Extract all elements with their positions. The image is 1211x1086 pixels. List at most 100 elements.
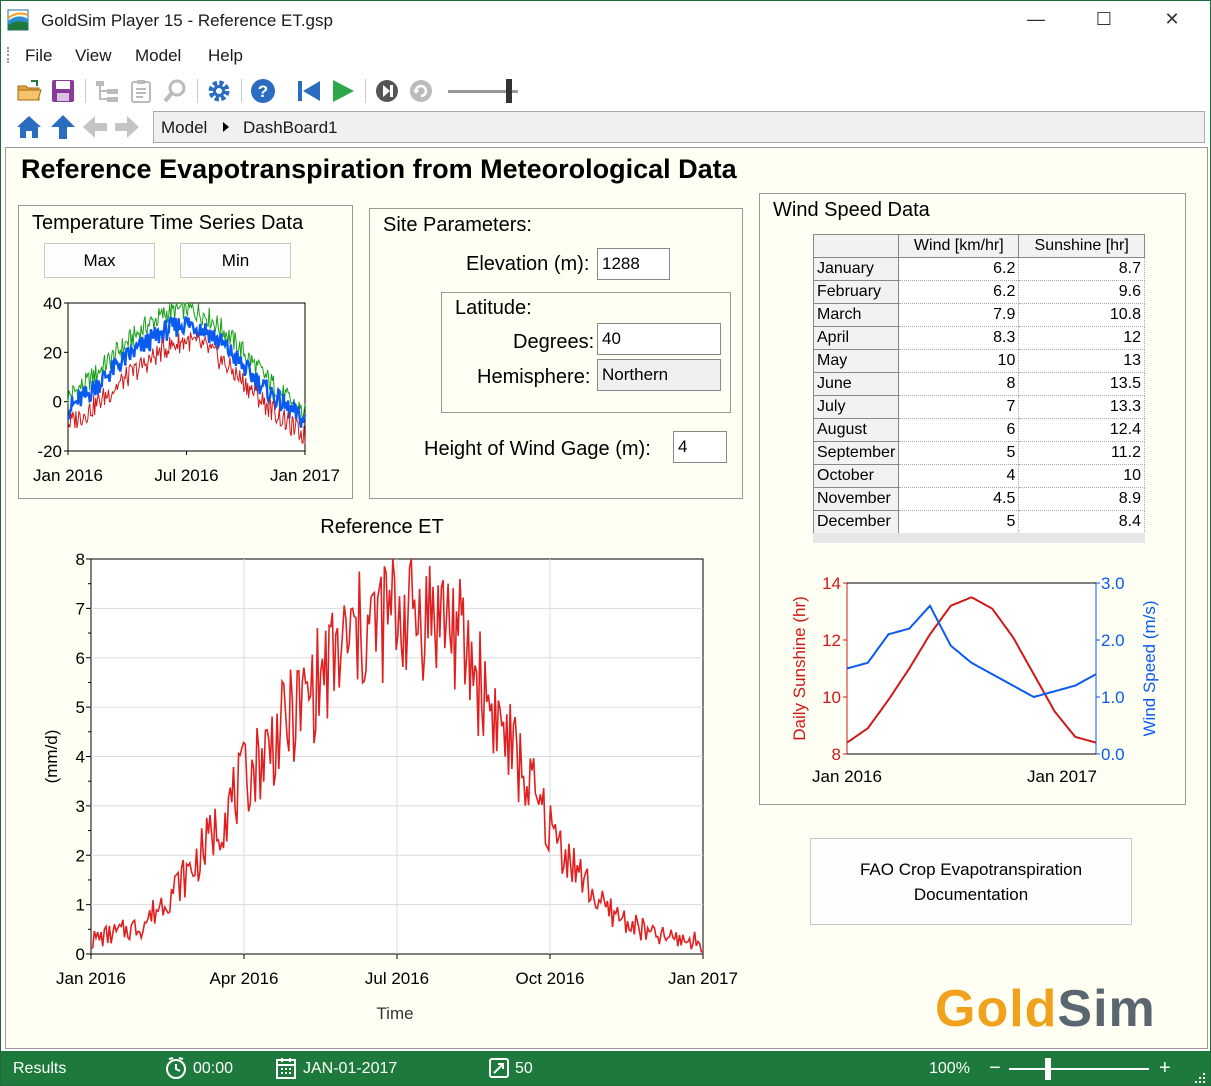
sunshine-wind-chart: 8 10 12 14 0.0 1.0 2.0 3.0 Jan 2016 Jan 2017 Daily… <box>790 574 1159 786</box>
temperature-series-line <box>66 314 307 429</box>
speed-slider-thumb[interactable] <box>506 79 512 103</box>
refresh-icon[interactable] <box>407 77 435 105</box>
resize-grip-icon[interactable] <box>1191 1069 1207 1085</box>
home-icon[interactable] <box>15 113 43 141</box>
zoom-slider-thumb[interactable] <box>1045 1058 1051 1080</box>
wind-gage-input[interactable] <box>673 431 727 463</box>
sunshine-cell[interactable]: 10 <box>1018 464 1145 488</box>
close-button[interactable]: ✕ <box>1164 8 1180 29</box>
y-tick-label: 10 <box>822 688 841 707</box>
wind-cell[interactable]: 7.9 <box>898 303 1020 327</box>
x-tick-label: Jan 2016 <box>812 767 882 786</box>
y-tick-label: 4 <box>76 748 85 767</box>
month-cell: February <box>812 280 900 304</box>
sunshine-cell[interactable]: 13 <box>1018 349 1145 373</box>
x-axis-label: Time <box>376 1004 413 1023</box>
rewind-icon[interactable] <box>295 77 323 105</box>
wind-cell[interactable]: 10 <box>898 349 1020 373</box>
wind-cell[interactable]: 5 <box>898 510 1020 534</box>
sunshine-cell[interactable]: 13.5 <box>1018 372 1145 396</box>
y-tick-label: 6 <box>76 649 85 668</box>
zoom-out-button[interactable]: − <box>989 1057 1001 1079</box>
status-date: JAN-01-2017 <box>303 1060 398 1077</box>
wind-cell[interactable]: 7 <box>898 395 1020 419</box>
month-cell: November <box>812 487 900 511</box>
wind-cell[interactable]: 4.5 <box>898 487 1020 511</box>
menu-file[interactable]: File <box>25 46 53 65</box>
elevation-label: Elevation (m): <box>466 253 590 275</box>
sunshine-cell[interactable]: 12.4 <box>1018 418 1145 442</box>
zoom-slider-track[interactable] <box>1009 1068 1149 1070</box>
wind-cell[interactable]: 5 <box>898 441 1020 465</box>
wind-speed-panel <box>759 193 1186 805</box>
steps-icon <box>489 1058 509 1078</box>
breadcrumb-dashboard[interactable]: DashBoard1 <box>243 118 338 137</box>
temperature-panel <box>18 205 353 499</box>
minimize-button[interactable]: — <box>1027 8 1045 29</box>
sunshine-cell[interactable]: 13.3 <box>1018 395 1145 419</box>
tree-view-icon[interactable] <box>93 77 121 105</box>
wind-cell[interactable]: 4 <box>898 464 1020 488</box>
y-tick-label: 20 <box>43 343 62 362</box>
elevation-input[interactable] <box>597 248 670 280</box>
dashboard-title: Reference Evapotranspiration from Meteor… <box>21 154 737 184</box>
table-scrollbar[interactable] <box>813 533 1145 543</box>
wind-cell[interactable]: 8.3 <box>898 326 1020 350</box>
fao-documentation-button[interactable]: FAO Crop Evapotranspiration Documentatio… <box>810 838 1132 925</box>
y2-axis-label: Wind Speed (m/s) <box>1140 600 1159 736</box>
min-button[interactable]: Min <box>180 243 291 278</box>
sunshine-cell[interactable]: 12 <box>1018 326 1145 350</box>
wind-cell[interactable]: 8 <box>898 372 1020 396</box>
play-icon[interactable] <box>329 77 357 105</box>
wind-cell[interactable]: 6 <box>898 418 1020 442</box>
y-tick-label: -20 <box>37 442 62 461</box>
wind-speed-title: Wind Speed Data <box>773 199 930 221</box>
sunshine-cell[interactable]: 9.6 <box>1018 280 1145 304</box>
month-cell: January <box>812 257 900 281</box>
menu-model[interactable]: Model <box>135 46 182 65</box>
table-row: May 10 13 <box>812 349 1145 373</box>
sunshine-cell[interactable]: 11.2 <box>1018 441 1145 465</box>
degrees-input[interactable] <box>597 323 721 355</box>
wind-cell[interactable]: 6.2 <box>898 280 1020 304</box>
wind-cell[interactable]: 6.2 <box>898 257 1020 281</box>
step-forward-icon[interactable] <box>373 77 401 105</box>
title-bar <box>1 1 1210 39</box>
max-button[interactable]: Max <box>44 243 155 278</box>
help-icon[interactable]: ? <box>249 77 277 105</box>
status-steps: 50 <box>515 1060 533 1077</box>
calendar-icon <box>276 1058 296 1079</box>
menu-help[interactable]: Help <box>208 46 243 65</box>
table-row: February 6.2 9.6 <box>812 280 1145 304</box>
maximize-button[interactable]: ☐ <box>1095 8 1113 29</box>
forward-arrow-icon[interactable] <box>113 113 141 141</box>
save-icon[interactable] <box>49 77 77 105</box>
x-tick-label: Jan 2017 <box>1027 767 1097 786</box>
sunshine-cell[interactable]: 8.9 <box>1018 487 1145 511</box>
sunshine-cell[interactable]: 10.8 <box>1018 303 1145 327</box>
y-tick-label: 5 <box>76 698 85 717</box>
clipboard-icon[interactable] <box>127 77 155 105</box>
wind-speed-series-line <box>846 604 1097 699</box>
month-cell: April <box>812 326 900 350</box>
month-cell: July <box>812 395 900 419</box>
breadcrumb-model[interactable]: Model <box>161 118 208 137</box>
y-axis-label: (mm/d) <box>42 730 61 784</box>
table-row: August 6 12.4 <box>812 418 1145 442</box>
back-arrow-icon[interactable] <box>81 113 109 141</box>
toolbar-separator <box>85 79 86 103</box>
y-tick-label: 3 <box>76 797 85 816</box>
sunshine-cell[interactable]: 8.4 <box>1018 510 1145 534</box>
open-folder-icon[interactable] <box>15 77 43 105</box>
menu-view[interactable]: View <box>75 46 112 65</box>
y-tick-label: 8 <box>832 745 841 764</box>
table-row: December 5 8.4 <box>812 510 1145 534</box>
sunshine-cell[interactable]: 8.7 <box>1018 257 1145 281</box>
month-cell: March <box>812 303 900 327</box>
y-tick-label: 12 <box>822 631 841 650</box>
up-arrow-icon[interactable] <box>49 113 77 141</box>
zoom-in-button[interactable]: + <box>1159 1057 1171 1079</box>
search-icon[interactable] <box>161 77 189 105</box>
settings-gear-icon[interactable] <box>205 77 233 105</box>
speed-slider-track[interactable] <box>448 90 518 93</box>
